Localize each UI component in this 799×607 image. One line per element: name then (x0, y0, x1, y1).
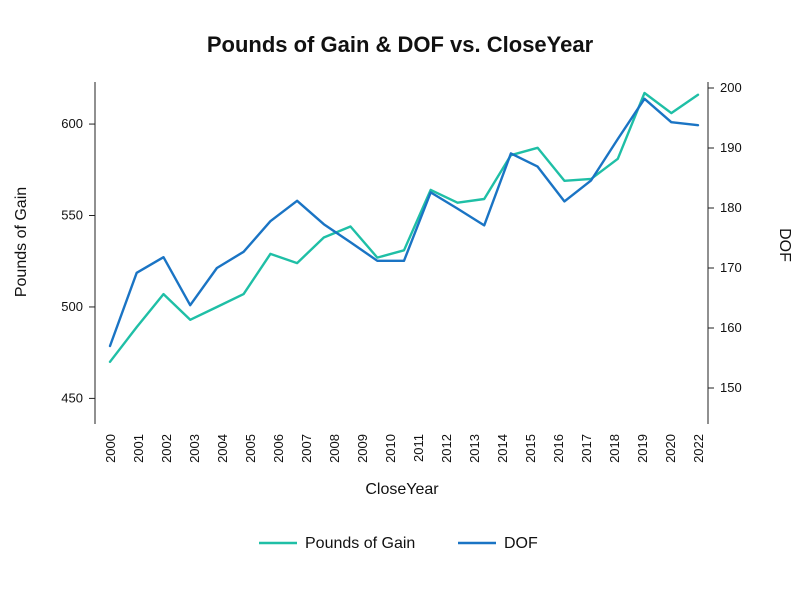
x-tick-label: 2009 (355, 434, 370, 463)
right-y-tick-label: 170 (720, 260, 742, 275)
x-tick-label: 2012 (439, 434, 454, 463)
series-line-pounds-of-gain (108, 91, 700, 363)
x-tick-label: 2003 (187, 434, 202, 463)
right-y-tick-label: 200 (720, 80, 742, 95)
legend-label: DOF (504, 535, 538, 552)
x-axis-ticks: 2000 2001 2002 2003 2004 2005 2006 2007 2008 2009… (103, 434, 706, 463)
right-y-tick-label: 160 (720, 320, 742, 335)
right-y-axis-ticks: 150 160 170 180 190 200 (708, 80, 742, 395)
left-y-tick-label: 500 (61, 299, 83, 314)
x-tick-label: 2019 (635, 434, 650, 463)
x-tick-label: 2014 (495, 434, 510, 463)
chart-title: Pounds of Gain & DOF vs. CloseYear (207, 32, 594, 57)
x-tick-label: 2010 (383, 434, 398, 463)
right-y-tick-label: 150 (720, 380, 742, 395)
x-axis-label: CloseYear (365, 481, 439, 498)
x-tick-label: 2011 (411, 434, 426, 462)
x-tick-label: 2001 (131, 434, 146, 463)
x-tick-label: 2020 (663, 434, 678, 463)
legend-label: Pounds of Gain (305, 535, 415, 552)
left-y-axis-label: Pounds of Gain (13, 187, 30, 297)
right-y-tick-label: 180 (720, 200, 742, 215)
x-tick-label: 2016 (551, 434, 566, 463)
axes (94, 82, 709, 424)
x-tick-label: 2002 (159, 434, 174, 463)
legend: Pounds of Gain DOF (259, 535, 538, 552)
x-tick-label: 2008 (327, 434, 342, 463)
left-y-tick-label: 550 (61, 208, 83, 223)
x-tick-label: 2005 (243, 434, 258, 463)
x-tick-label: 2015 (523, 434, 538, 463)
right-y-tick-label: 190 (720, 140, 742, 155)
left-y-tick-label: 600 (61, 116, 83, 131)
x-tick-label: 2007 (299, 434, 314, 463)
left-y-axis-ticks: 450 500 550 600 (61, 116, 95, 405)
x-tick-label: 2006 (271, 434, 286, 463)
right-y-axis-label: DOF (776, 228, 793, 262)
left-y-tick-label: 450 (61, 390, 83, 405)
x-tick-label: 2013 (467, 434, 482, 463)
x-tick-label: 2022 (691, 434, 706, 463)
x-tick-label: 2018 (607, 434, 622, 463)
x-tick-label: 2004 (215, 434, 230, 463)
series-line-dof (108, 97, 700, 348)
x-tick-label: 2000 (103, 434, 118, 463)
x-tick-label: 2017 (579, 434, 594, 463)
series-lines (108, 91, 700, 363)
